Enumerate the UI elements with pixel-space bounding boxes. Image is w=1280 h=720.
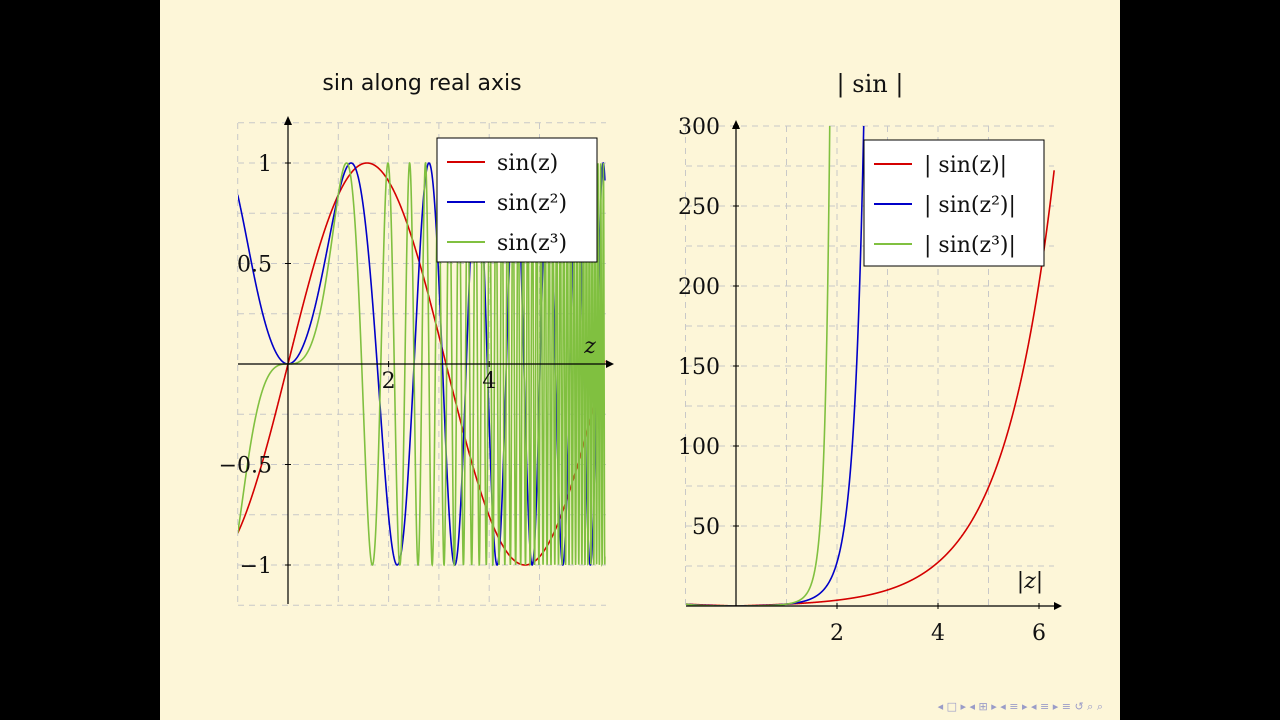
y-tick-label: −0.5 [219, 454, 272, 479]
x-tick-label: 4 [482, 369, 496, 394]
x-tick-label: 4 [931, 621, 945, 646]
x-tick-label: 6 [1032, 621, 1046, 646]
chart2-title: | sin | [837, 70, 904, 99]
chart1-title: sin along real axis [322, 71, 521, 96]
series-line-3 [238, 160, 606, 567]
chart-abs-sin: 2 4 6 50 100 150 200 250 300 |z| | sin(z)| | sin(z²… [678, 115, 1062, 646]
y-tick-label: 150 [678, 355, 720, 380]
y-tick-label: 200 [678, 275, 720, 300]
slide: sin along real axis | sin | 2 4 −1 −0.5 0.5 1… [160, 0, 1120, 720]
legend-label-3: sin(z³) [497, 231, 567, 256]
x-axis-label: z [583, 334, 596, 359]
y-axis-arrow [732, 120, 740, 129]
x-tick-label: 2 [830, 621, 844, 646]
y-axis-arrow [284, 116, 292, 125]
y-tick-label: 300 [678, 115, 720, 140]
x-axis-arrow [606, 360, 614, 368]
axes: 2 4 −1 −0.5 0.5 1 z [219, 116, 614, 604]
x-axis-label: |z| [1017, 569, 1043, 594]
legend-label-3: | sin(z³)| [924, 233, 1016, 258]
chart-sin-real-axis: 2 4 −1 −0.5 0.5 1 z sin(z) sin(z²) sin(z³) [219, 116, 614, 606]
y-tick-label: 1 [258, 152, 272, 177]
legend-label-2: | sin(z²)| [924, 193, 1016, 218]
y-tick-label: 250 [678, 195, 720, 220]
beamer-navigation-symbols[interactable]: ◂ □ ▸ ◂ ⊞ ▸ ◂ ≡ ▸ ◂ ≡ ▸ ≡ ↺ ⌕ ⌕ [938, 700, 1103, 713]
y-tick-label: −1 [240, 554, 272, 579]
slide-canvas: sin along real axis | sin | 2 4 −1 −0.5 0.5 1… [219, 70, 1103, 713]
legend-label-1: | sin(z)| [924, 153, 1007, 178]
y-tick-label: 0.5 [237, 253, 272, 278]
y-tick-label: 100 [678, 435, 720, 460]
legend-label-1: sin(z) [497, 151, 558, 176]
x-tick-label: 2 [382, 369, 396, 394]
legend-label-2: sin(z²) [497, 191, 567, 216]
legend: sin(z) sin(z²) sin(z³) [436, 137, 598, 263]
axes: 2 4 6 50 100 150 200 250 300 |z| [678, 115, 1062, 646]
x-axis-arrow [1054, 602, 1062, 610]
y-tick-label: 50 [692, 515, 720, 540]
legend: | sin(z)| | sin(z²)| | sin(z³)| [863, 139, 1045, 267]
